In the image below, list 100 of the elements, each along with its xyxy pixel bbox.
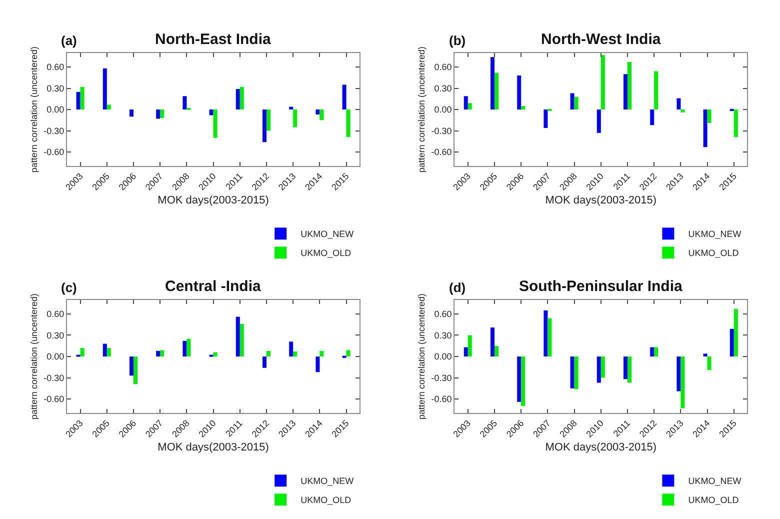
y-tick-label: 0.00 (434, 104, 452, 115)
bar (548, 318, 552, 356)
bar (570, 356, 574, 388)
legend-label: UKMO_NEW (688, 229, 742, 240)
bar (346, 110, 350, 138)
x-axis-title: MOK days(2003-2015) (158, 194, 269, 206)
bar (624, 356, 628, 380)
text: (d) (449, 280, 466, 295)
legend-label: UKMO_OLD (300, 495, 352, 506)
y-tick-label: -0.60 (431, 147, 452, 158)
bar (130, 110, 134, 117)
y-tick-label: 0.60 (434, 309, 452, 320)
bar (600, 54, 605, 110)
bar (707, 356, 712, 370)
bar (236, 88, 240, 110)
bar (654, 71, 658, 110)
bar (160, 350, 164, 356)
bar (213, 352, 218, 356)
y-tick-label: -0.30 (431, 372, 452, 383)
legend-label: UKMO_OLD (688, 248, 740, 258)
bar (106, 348, 111, 356)
bar (262, 110, 266, 142)
bar (703, 110, 708, 148)
bar (544, 310, 548, 356)
bar (160, 110, 164, 118)
bar (289, 342, 294, 356)
bar (734, 309, 738, 356)
bar (734, 110, 738, 138)
bar (654, 347, 658, 356)
y-axis-title: pattern correlation (uncentered) (29, 293, 40, 420)
bar (544, 110, 548, 128)
bar (293, 110, 298, 128)
bar (570, 93, 574, 110)
bar (521, 356, 526, 406)
chart-title: Central -India (165, 278, 262, 295)
y-tick-label: -0.30 (44, 372, 64, 383)
y-tick-label: 0.00 (434, 352, 452, 362)
bar (464, 347, 468, 356)
bar (316, 110, 320, 114)
legend-label: UKMO_NEW (688, 476, 742, 486)
bar (468, 335, 472, 356)
y-axis-title: pattern correlation (uncentered) (416, 46, 427, 173)
bar (266, 110, 270, 131)
y-tick-label: 0.30 (434, 330, 452, 340)
y-tick-label: 0.30 (434, 83, 452, 94)
bar (134, 356, 138, 384)
bar (106, 104, 111, 110)
bar (490, 57, 494, 110)
bar (574, 96, 578, 110)
bar (624, 74, 628, 110)
x-axis-title: MOK days(2003-2015) (545, 441, 657, 454)
bar (76, 92, 80, 110)
y-tick-label: 0.30 (46, 83, 64, 94)
bar (262, 356, 266, 368)
bar (494, 72, 498, 110)
y-axis-title: pattern correlation (uncentered) (29, 46, 40, 173)
bar (182, 340, 187, 356)
chart-title: North-East India (155, 31, 272, 48)
bar (236, 316, 240, 356)
bar (102, 68, 107, 110)
bar (490, 327, 494, 356)
bar (80, 86, 84, 110)
bar (517, 76, 522, 110)
bar (600, 356, 605, 378)
bar (209, 110, 214, 116)
bar (628, 356, 632, 383)
y-tick-label: -0.30 (44, 126, 64, 136)
bar (316, 356, 320, 372)
bar (240, 86, 244, 110)
legend-label: UKMO_NEW (300, 229, 354, 240)
y-tick-label: 0.00 (46, 104, 64, 115)
bar (521, 106, 526, 110)
bar (186, 338, 191, 356)
bar (182, 96, 187, 110)
bar (342, 84, 346, 110)
bar (517, 356, 522, 402)
chart-title: South-Peninsular India (519, 278, 683, 295)
bar (102, 344, 107, 356)
bar (703, 354, 708, 356)
text: (a) (61, 33, 77, 48)
y-tick-label: -0.60 (44, 394, 64, 404)
bar (213, 110, 218, 138)
bar (574, 356, 578, 390)
legend-label: UKMO_OLD (300, 248, 352, 258)
bar (628, 62, 632, 110)
text: (c) (61, 280, 77, 295)
bar (680, 356, 685, 408)
y-tick-label: 0.60 (46, 309, 64, 320)
bar (346, 350, 350, 356)
bar (293, 352, 298, 356)
bar (707, 110, 712, 124)
y-tick-label: 0.00 (46, 352, 64, 362)
bar (650, 347, 654, 356)
bar (596, 110, 601, 133)
bar (650, 110, 654, 126)
bar (596, 356, 601, 383)
bar (320, 110, 324, 120)
bar (80, 348, 84, 356)
bar (730, 328, 734, 356)
bar (494, 346, 498, 356)
